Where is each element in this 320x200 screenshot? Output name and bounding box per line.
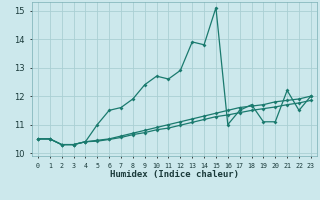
X-axis label: Humidex (Indice chaleur): Humidex (Indice chaleur) xyxy=(110,170,239,179)
